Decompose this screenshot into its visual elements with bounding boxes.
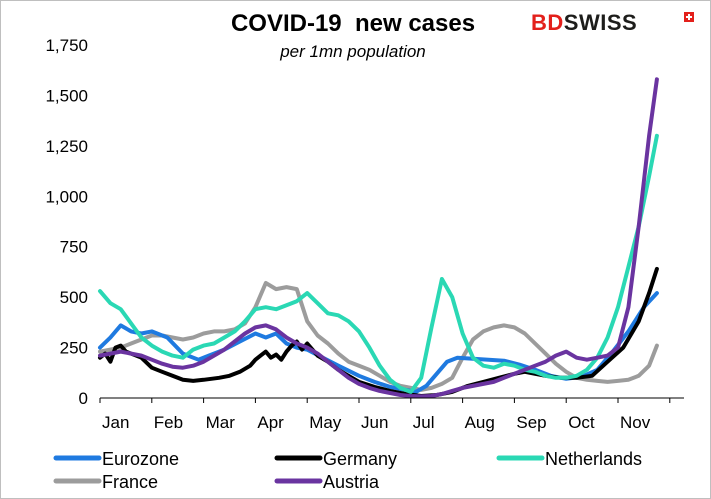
x-tick-label: Mar: [206, 413, 236, 432]
swiss-cross-icon: [684, 12, 694, 22]
x-tick-label: Oct: [568, 413, 595, 432]
y-tick-label: 1,250: [45, 137, 88, 156]
chart-title: COVID-19 new cases: [231, 10, 475, 37]
legend-label-netherlands: Netherlands: [545, 449, 642, 469]
y-tick-label: 0: [79, 389, 88, 408]
x-tick-label: Feb: [154, 413, 183, 432]
legend-label-germany: Germany: [323, 449, 397, 469]
x-tick-label: Jan: [102, 413, 129, 432]
brand-logo-part2: SWISS: [564, 10, 637, 35]
x-axis-ticks: Jan Feb Mar Apr May Jun Jul Aug Sep Oct Nov: [99, 398, 671, 432]
y-tick-label: 250: [60, 339, 88, 358]
svg-text:BDSWISS: BDSWISS: [531, 10, 637, 35]
x-tick-label: May: [309, 413, 342, 432]
x-tick-label: Nov: [620, 413, 651, 432]
legend: Eurozone Germany Netherlands France Austria: [53, 449, 642, 492]
x-tick-label: Apr: [257, 413, 284, 432]
x-tick-label: Jun: [361, 413, 388, 432]
legend-label-austria: Austria: [323, 472, 380, 492]
legend-label-france: France: [102, 472, 158, 492]
brand-logo-part1: BD: [531, 10, 564, 35]
y-tick-label: 1,750: [45, 36, 88, 55]
series-lines: [98, 77, 659, 399]
y-axis-ticks: 0 250 500 750 1,000 1,250 1,500 1,750: [45, 36, 88, 408]
brand-logo: BDSWISS: [531, 10, 694, 35]
x-tick-label: Jul: [413, 413, 435, 432]
series-line-netherlands: [98, 133, 659, 394]
x-tick-label: Aug: [465, 413, 495, 432]
series-line-austria: [98, 77, 659, 399]
legend-label-eurozone: Eurozone: [102, 449, 179, 469]
chart-subtitle: per 1mn population: [279, 42, 426, 61]
y-tick-label: 1,000: [45, 187, 88, 206]
x-tick-label: Sep: [516, 413, 546, 432]
y-tick-label: 500: [60, 288, 88, 307]
y-tick-label: 1,500: [45, 86, 88, 105]
y-tick-label: 750: [60, 238, 88, 257]
series-line-france: [98, 281, 659, 392]
